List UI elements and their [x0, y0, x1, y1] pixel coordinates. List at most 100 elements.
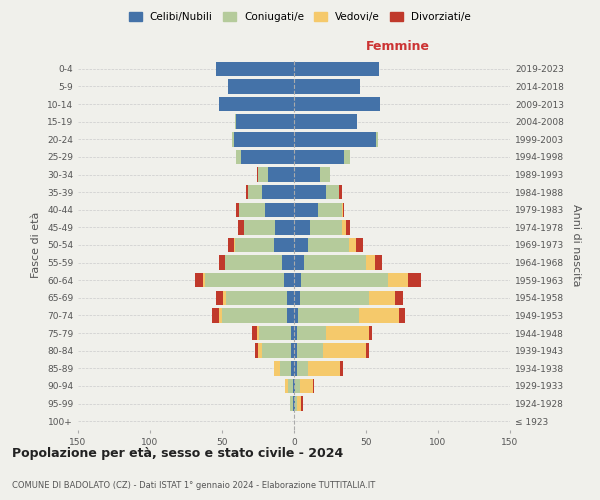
- Bar: [216, 62, 294, 76]
- Bar: [283, 256, 294, 270]
- Bar: [228, 79, 294, 94]
- Bar: [341, 220, 346, 234]
- Bar: [359, 308, 399, 322]
- Bar: [194, 273, 203, 287]
- Bar: [244, 220, 275, 234]
- Bar: [294, 361, 297, 376]
- Bar: [239, 202, 265, 217]
- Y-axis label: Fasce di età: Fasce di età: [31, 212, 41, 278]
- Bar: [320, 168, 330, 181]
- Bar: [356, 238, 363, 252]
- Bar: [258, 344, 262, 358]
- Bar: [344, 150, 350, 164]
- Bar: [308, 238, 349, 252]
- Bar: [298, 308, 359, 322]
- Bar: [294, 344, 297, 358]
- Bar: [326, 185, 338, 200]
- Bar: [203, 273, 205, 287]
- Bar: [205, 273, 284, 287]
- Bar: [287, 290, 294, 305]
- Bar: [369, 290, 395, 305]
- Bar: [226, 290, 287, 305]
- Bar: [257, 168, 258, 181]
- Bar: [346, 220, 350, 234]
- Y-axis label: Anni di nascita: Anni di nascita: [571, 204, 581, 286]
- Bar: [225, 256, 283, 270]
- Bar: [274, 361, 280, 376]
- Bar: [343, 202, 344, 217]
- Bar: [376, 132, 377, 146]
- Bar: [265, 202, 294, 217]
- Bar: [235, 114, 236, 129]
- Bar: [310, 220, 341, 234]
- Bar: [274, 238, 294, 252]
- Bar: [233, 238, 235, 252]
- Bar: [341, 202, 343, 217]
- Bar: [295, 378, 300, 393]
- Legend: Celibi/Nubili, Coniugati/e, Vedovi/e, Divorziati/e: Celibi/Nubili, Coniugati/e, Vedovi/e, Di…: [125, 8, 475, 26]
- Bar: [374, 256, 382, 270]
- Bar: [252, 326, 257, 340]
- Text: COMUNE DI BADOLATO (CZ) - Dati ISTAT 1° gennaio 2024 - Elaborazione TUTTITALIA.I: COMUNE DI BADOLATO (CZ) - Dati ISTAT 1° …: [12, 480, 375, 490]
- Bar: [262, 185, 294, 200]
- Bar: [319, 202, 341, 217]
- Bar: [235, 238, 274, 252]
- Bar: [304, 256, 366, 270]
- Bar: [284, 273, 294, 287]
- Bar: [294, 220, 310, 234]
- Bar: [294, 114, 358, 129]
- Bar: [300, 290, 369, 305]
- Bar: [294, 79, 360, 94]
- Bar: [301, 396, 302, 411]
- Bar: [294, 185, 326, 200]
- Bar: [294, 396, 295, 411]
- Bar: [228, 238, 233, 252]
- Bar: [294, 256, 304, 270]
- Bar: [259, 326, 291, 340]
- Bar: [223, 290, 226, 305]
- Bar: [294, 202, 319, 217]
- Bar: [338, 185, 341, 200]
- Bar: [291, 344, 294, 358]
- Text: Popolazione per età, sesso e stato civile - 2024: Popolazione per età, sesso e stato civil…: [12, 448, 343, 460]
- Bar: [233, 132, 294, 146]
- Bar: [294, 378, 295, 393]
- Bar: [258, 168, 268, 181]
- Bar: [238, 220, 244, 234]
- Bar: [301, 273, 388, 287]
- Bar: [313, 378, 314, 393]
- Bar: [219, 97, 294, 112]
- Bar: [294, 326, 297, 340]
- Bar: [340, 361, 343, 376]
- Bar: [300, 378, 313, 393]
- Bar: [291, 326, 294, 340]
- Bar: [268, 168, 294, 181]
- Bar: [291, 361, 294, 376]
- Bar: [222, 308, 287, 322]
- Bar: [290, 396, 293, 411]
- Bar: [275, 220, 294, 234]
- Bar: [236, 114, 294, 129]
- Bar: [236, 202, 239, 217]
- Bar: [369, 326, 372, 340]
- Bar: [216, 290, 223, 305]
- Bar: [286, 378, 288, 393]
- Bar: [280, 361, 291, 376]
- Bar: [294, 97, 380, 112]
- Bar: [241, 150, 294, 164]
- Bar: [294, 238, 308, 252]
- Bar: [293, 396, 294, 411]
- Bar: [399, 308, 405, 322]
- Bar: [219, 256, 225, 270]
- Bar: [294, 290, 300, 305]
- Bar: [247, 185, 248, 200]
- Bar: [297, 396, 301, 411]
- Bar: [248, 185, 262, 200]
- Bar: [294, 150, 344, 164]
- Bar: [366, 344, 369, 358]
- Bar: [255, 344, 258, 358]
- Bar: [408, 273, 421, 287]
- Bar: [294, 273, 301, 287]
- Bar: [395, 290, 403, 305]
- Bar: [308, 361, 340, 376]
